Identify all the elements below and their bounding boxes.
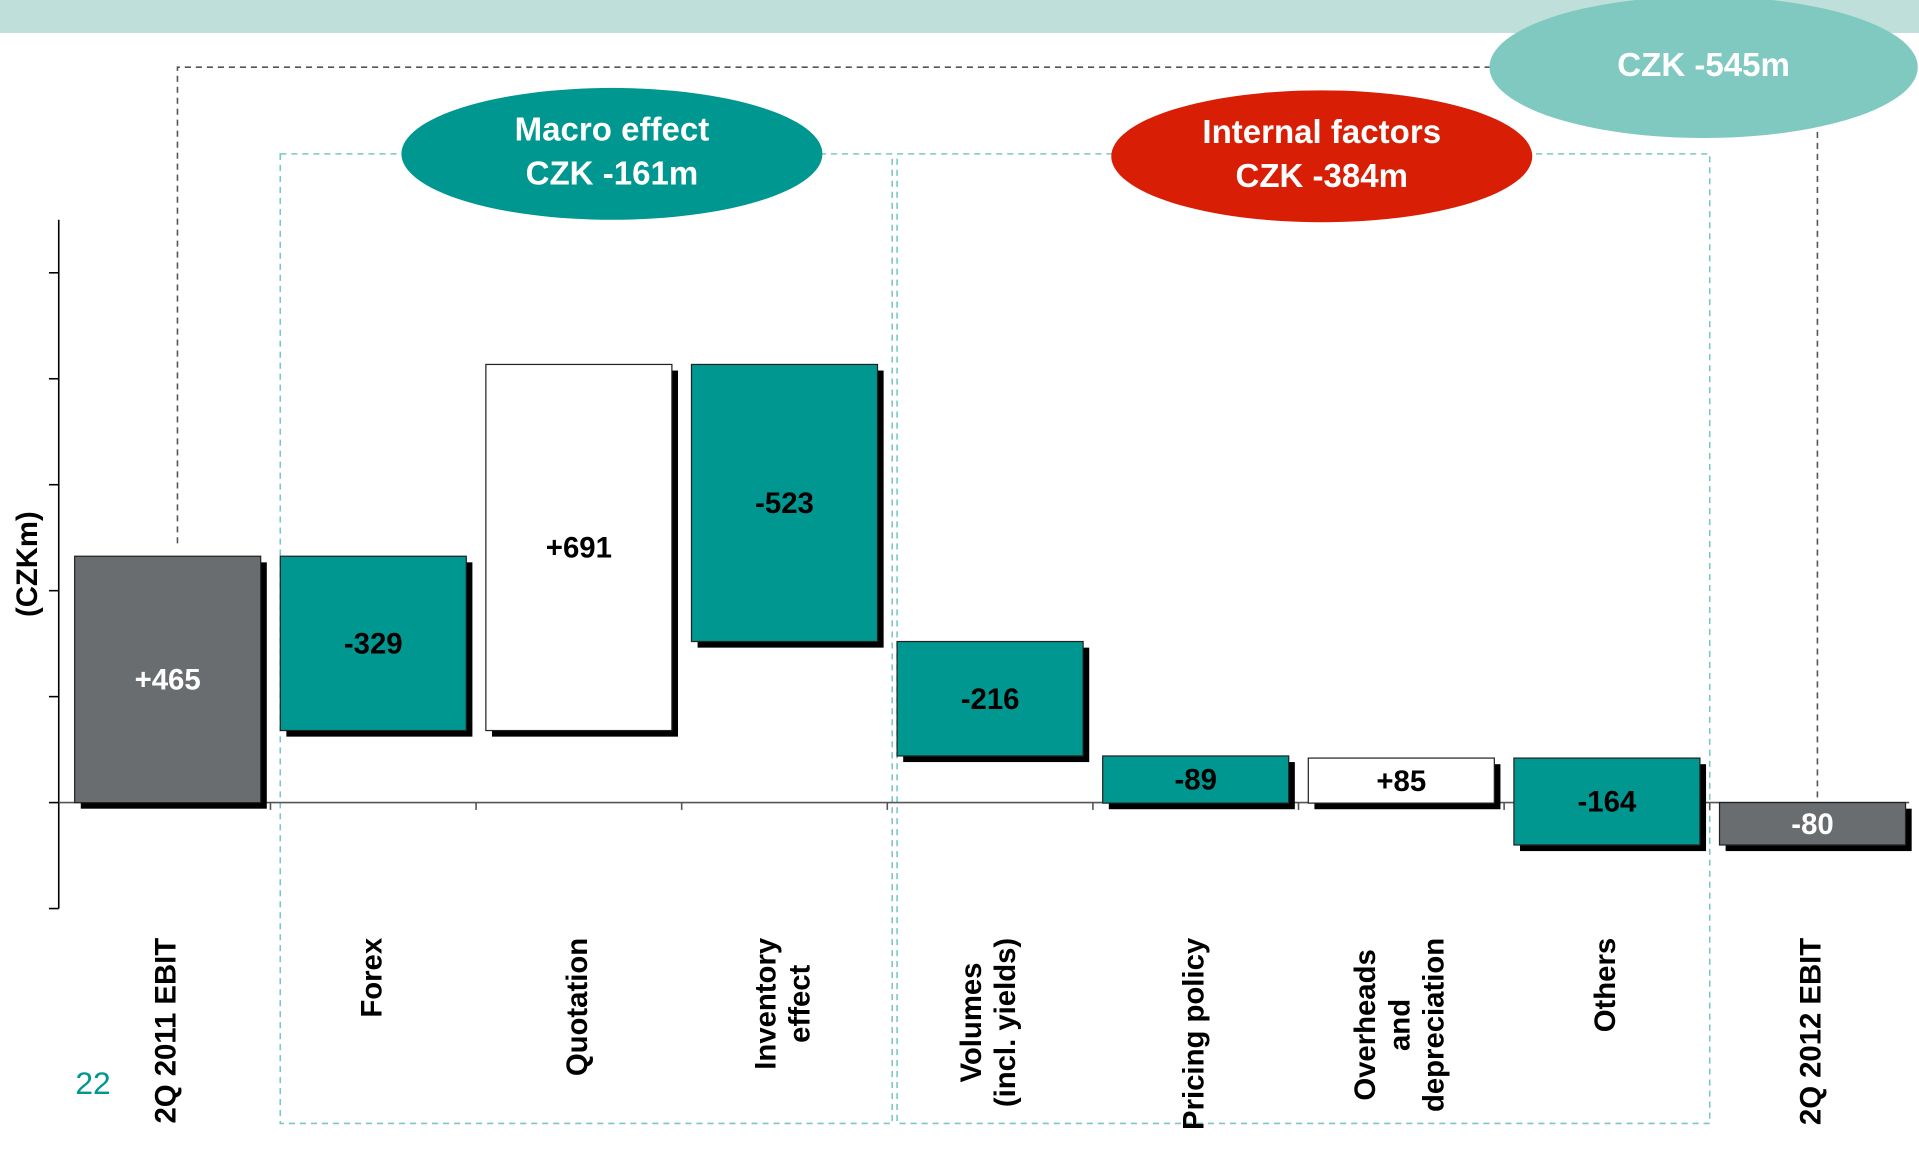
annotation-text: CZK -545m (1617, 46, 1790, 83)
x-tick-label-line: Quotation (561, 938, 594, 1076)
x-tick-label: Inventoryeffect (749, 937, 816, 1070)
bar (279, 555, 467, 732)
x-tick-label-line: (incl. yields) (989, 938, 1022, 1107)
bar (485, 363, 673, 732)
bar (1307, 757, 1495, 804)
page-number: 22 (75, 1065, 110, 1101)
value-label: -80 (1791, 808, 1833, 841)
y-axis-label: (CZKm) (11, 511, 44, 617)
value-label: +465 (135, 664, 201, 697)
annotation-text: CZK -161m (526, 155, 699, 192)
bar (690, 363, 879, 643)
annotation-text: Macro effect (515, 111, 710, 148)
bar (1718, 801, 1907, 846)
value-label: -89 (1174, 764, 1216, 797)
x-tick-label-line: Others (1589, 938, 1622, 1032)
x-tick-label-line: effect (783, 964, 816, 1042)
x-tick-label: Quotation (561, 938, 594, 1076)
value-label: -164 (1578, 786, 1637, 819)
value-label: -523 (755, 487, 814, 520)
value-label: +691 (546, 532, 612, 565)
x-tick-label: Others (1589, 938, 1622, 1032)
x-tick-label: Pricing policy (1177, 937, 1210, 1130)
bar (896, 640, 1084, 757)
x-tick-label-line: Volumes (955, 963, 988, 1083)
annotation-text: CZK -384m (1235, 157, 1408, 194)
x-tick-label-line: and (1383, 999, 1416, 1051)
x-tick-label-line: 2Q 2012 EBIT (1794, 938, 1827, 1125)
bar (1102, 755, 1290, 804)
x-tick-label: Volumes(incl. yields) (955, 938, 1022, 1107)
annotation-bubble (1489, 0, 1918, 138)
value-label: -216 (961, 683, 1020, 716)
x-tick-label: Forex (355, 937, 388, 1017)
bar (74, 555, 262, 804)
bar (1513, 757, 1701, 846)
x-tick-label-line: Overheads (1349, 949, 1382, 1100)
x-tick-label-line: 2Q 2011 EBIT (149, 938, 182, 1124)
x-tick-label-line: Inventory (749, 937, 782, 1070)
bracket-line (176, 66, 1491, 544)
x-tick-label-line: Forex (355, 937, 388, 1017)
value-label: +85 (1376, 765, 1426, 798)
x-tick-label: 2Q 2011 EBIT (149, 938, 182, 1124)
annotation-bubble (1111, 90, 1533, 223)
x-tick-label-line: depreciation (1417, 938, 1450, 1112)
x-tick-label: 2Q 2012 EBIT (1794, 938, 1827, 1125)
value-label: -329 (344, 628, 403, 661)
annotation-text: Internal factors (1202, 113, 1441, 150)
x-tick-label-line: Pricing policy (1177, 937, 1210, 1130)
x-tick-label: Overheadsanddepreciation (1349, 938, 1451, 1112)
annotation-bubble (401, 87, 823, 220)
